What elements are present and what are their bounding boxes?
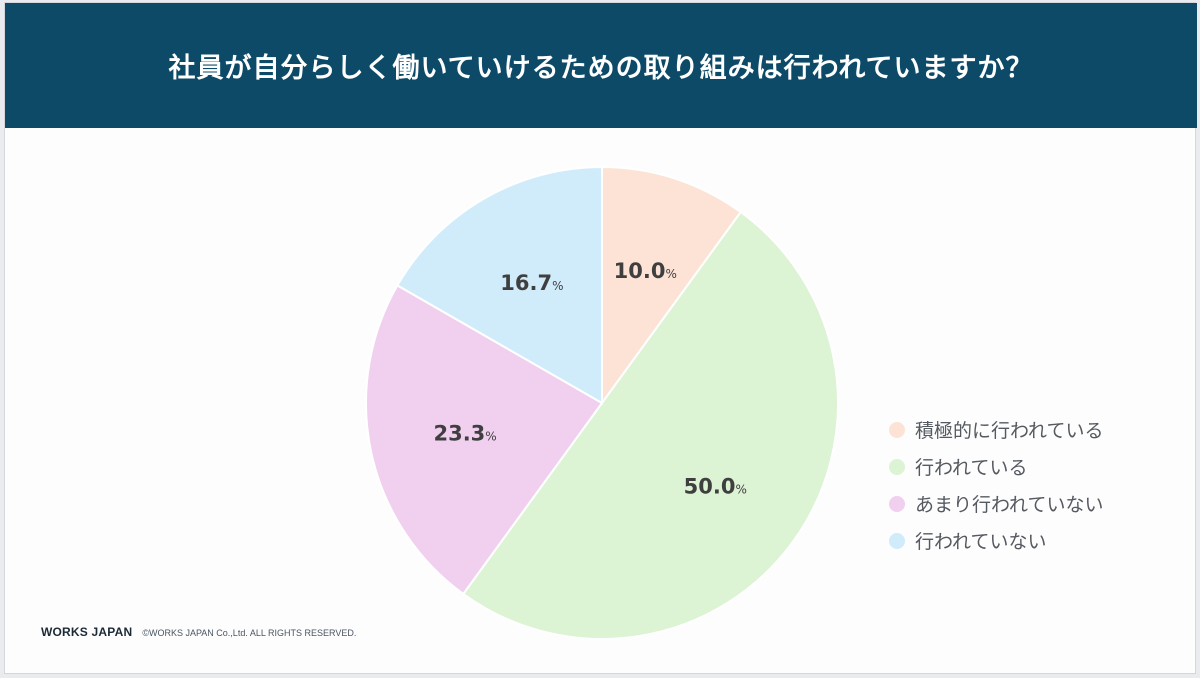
slice-value-label-1: 50.0%	[684, 474, 747, 498]
title-banner: 社員が自分らしく働いていけるための取り組みは行われていますか？	[5, 3, 1197, 128]
legend-swatch-1	[889, 458, 905, 475]
slide-frame: 社員が自分らしく働いていけるための取り組みは行われていますか？ 10.0% 50.…	[4, 2, 1197, 674]
pie-chart: 10.0% 50.0% 23.3% 16.7%	[365, 165, 839, 640]
legend-label-3: 行われていない	[915, 531, 1047, 553]
legend-label-2: あまり行われていない	[915, 494, 1104, 516]
pie-slice-1	[461, 210, 839, 640]
slice-value-label-0: 10.0%	[614, 259, 677, 283]
copyright-text: ©WORKS JAPAN Co.,Ltd. ALL RIGHTS RESERVE…	[142, 628, 357, 638]
legend-item-2: あまり行われていない	[889, 485, 1103, 522]
legend-swatch-0	[889, 421, 905, 438]
chart-legend: 積極的に行われている 行われている あまり行われていない 行われていない	[889, 411, 1103, 559]
legend-swatch-2	[889, 495, 905, 512]
legend-item-0: 積極的に行われている	[889, 411, 1103, 448]
pie-slice-3	[396, 165, 603, 405]
brand-logo: WORKS JAPAN	[41, 625, 133, 639]
pie-slice-2	[365, 284, 604, 596]
legend-swatch-3	[889, 532, 905, 549]
legend-label-1: 行われている	[915, 457, 1028, 479]
legend-label-0: 積極的に行われている	[915, 420, 1104, 442]
slice-value-label-2: 23.3%	[433, 421, 496, 445]
page-title: 社員が自分らしく働いていけるための取り組みは行われていますか？	[168, 53, 1034, 84]
pie-slice-0	[601, 165, 743, 407]
slice-value-label-3: 16.7%	[500, 271, 563, 295]
legend-item-1: 行われている	[889, 448, 1103, 485]
legend-item-3: 行われていない	[889, 522, 1103, 559]
footer: WORKS JAPAN ©WORKS JAPAN Co.,Ltd. ALL RI…	[41, 625, 356, 639]
